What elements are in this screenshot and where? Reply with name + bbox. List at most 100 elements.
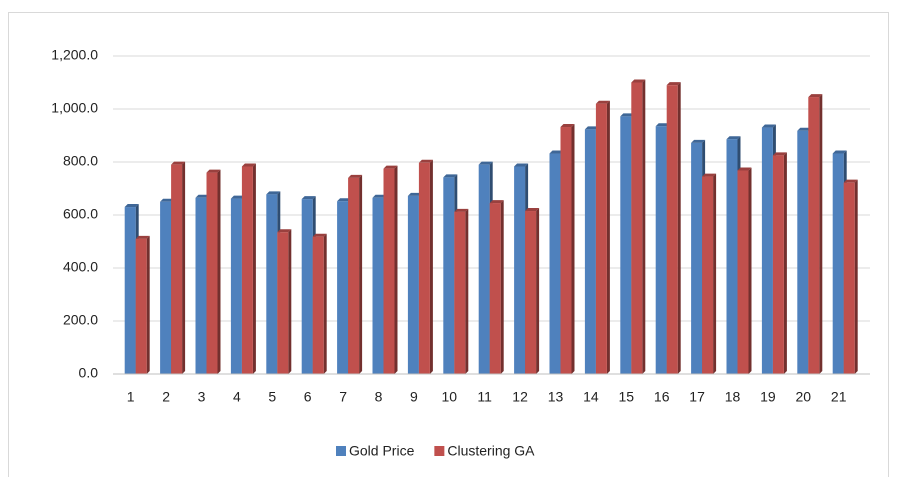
x-tick-label: 12: [512, 389, 528, 405]
bar-side: [288, 229, 292, 374]
legend-label: Clustering GA: [447, 443, 535, 459]
x-tick-label: 9: [410, 389, 418, 405]
bar-side: [323, 233, 327, 374]
bar-top: [312, 233, 327, 237]
bar-side: [642, 79, 646, 374]
bar-side: [252, 163, 256, 374]
x-tick-label: 18: [725, 389, 741, 405]
bar: [135, 238, 147, 374]
bar: [195, 197, 207, 374]
x-tick-label: 14: [583, 389, 599, 405]
x-tick-label: 21: [831, 389, 847, 405]
x-tick-label: 15: [619, 389, 635, 405]
bar: [702, 176, 714, 374]
bar-top: [549, 150, 564, 154]
x-tick-label: 6: [304, 389, 312, 405]
x-tick-label: 13: [548, 389, 564, 405]
bar: [832, 153, 844, 374]
bar-top: [407, 192, 422, 196]
x-tick-label: 1: [127, 389, 135, 405]
bar-top: [655, 123, 670, 127]
bar: [514, 166, 526, 374]
bar: [230, 198, 242, 374]
bar-top: [195, 194, 210, 198]
bar-top: [726, 136, 741, 140]
bar-top: [454, 208, 469, 212]
bar: [525, 211, 537, 374]
bar-side: [571, 124, 575, 375]
bar: [266, 194, 278, 374]
y-tick-label: 400.0: [63, 259, 98, 275]
bar-top: [277, 229, 292, 233]
bar-top: [489, 200, 504, 204]
x-tick-label: 8: [375, 389, 383, 405]
bar-side: [359, 174, 363, 374]
bar: [348, 177, 360, 374]
bar: [772, 155, 784, 374]
bar: [372, 197, 384, 374]
bar-top: [808, 94, 823, 98]
bar-top: [348, 174, 363, 178]
bar-top: [443, 174, 458, 178]
bar-top: [124, 204, 139, 208]
y-tick-label: 0.0: [79, 365, 99, 381]
bar-top: [595, 100, 610, 104]
bar-top: [691, 139, 706, 143]
bar-top: [135, 235, 150, 239]
bar: [655, 126, 667, 374]
bar-top: [560, 124, 575, 128]
bar: [549, 153, 561, 374]
bar-side: [536, 208, 540, 374]
bar: [206, 172, 218, 374]
bar-top: [337, 198, 352, 202]
x-tick-label: 20: [796, 389, 812, 405]
x-tick-label: 11: [477, 389, 492, 405]
x-tick-label: 17: [689, 389, 705, 405]
bar-side: [394, 165, 398, 374]
x-tick-label: 16: [654, 389, 670, 405]
x-tick-label: 4: [233, 389, 241, 405]
bar: [383, 168, 395, 374]
bar-top: [631, 79, 646, 83]
bar: [595, 103, 607, 374]
x-tick-label: 5: [268, 389, 276, 405]
bar-side: [819, 94, 823, 374]
legend-label: Gold Price: [349, 443, 415, 459]
bar-top: [797, 127, 812, 131]
bar: [241, 166, 253, 374]
bar-side: [783, 152, 787, 374]
bar-side: [606, 100, 610, 374]
bar-side: [713, 173, 717, 374]
bar-side: [429, 159, 433, 374]
bar-top: [383, 165, 398, 169]
y-tick-label: 1,000.0: [51, 100, 98, 116]
bar-top: [478, 161, 493, 165]
bar: [620, 116, 632, 375]
bar-top: [702, 173, 717, 177]
bar-top: [620, 113, 635, 117]
bar: [843, 182, 855, 374]
bar: [443, 177, 455, 374]
bar-top: [514, 163, 529, 167]
bar-top: [772, 152, 787, 156]
bar-top: [301, 196, 316, 200]
bar: [761, 127, 773, 374]
bar-top: [666, 82, 681, 86]
bar: [726, 139, 738, 374]
bar-top: [418, 159, 433, 163]
bar-top: [525, 208, 540, 212]
bar: [337, 201, 349, 374]
bar: [418, 162, 430, 374]
bar: [124, 207, 136, 374]
bar: [478, 164, 490, 374]
bar-top: [266, 191, 281, 195]
x-tick-label: 3: [198, 389, 206, 405]
x-tick-label: 10: [442, 389, 458, 405]
bar: [808, 97, 820, 374]
bar-top: [230, 195, 245, 199]
legend-swatch: [336, 446, 346, 456]
bar: [797, 130, 809, 374]
y-tick-label: 800.0: [63, 153, 98, 169]
bar-top: [206, 169, 221, 173]
